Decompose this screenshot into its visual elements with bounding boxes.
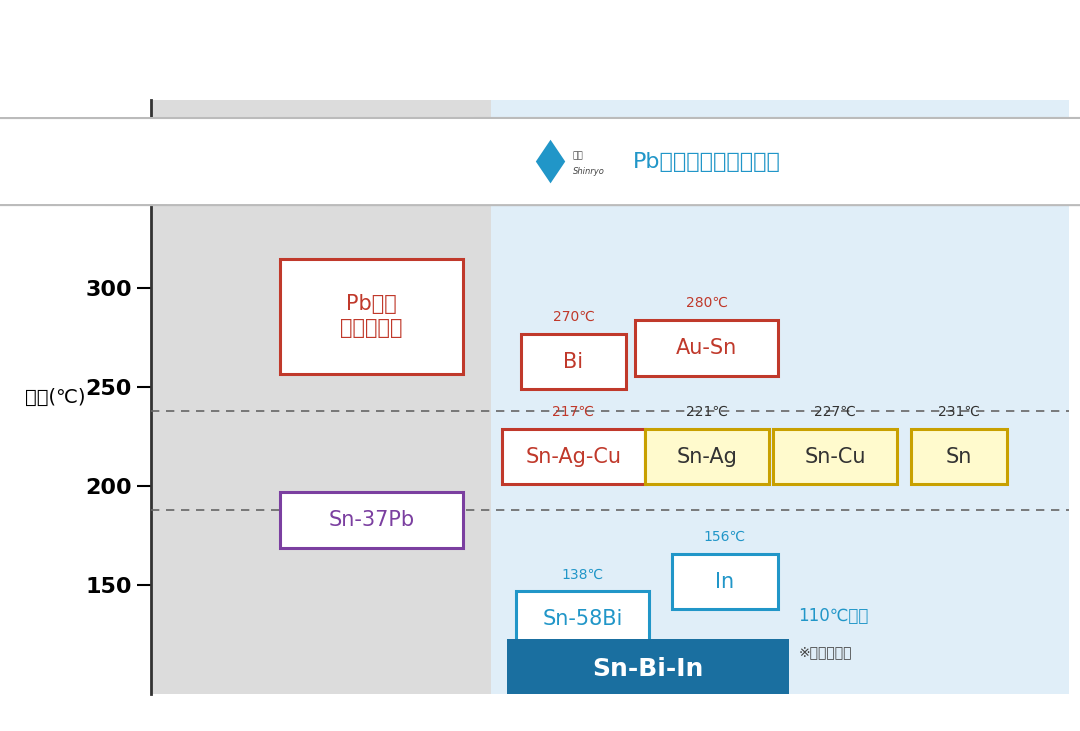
FancyBboxPatch shape	[0, 118, 1080, 205]
Bar	[502, 429, 645, 485]
Text: Pb含有
高温はんだ: Pb含有 高温はんだ	[340, 294, 403, 338]
Text: 新菱: 新菱	[572, 151, 583, 160]
Text: 融点(℃): 融点(℃)	[25, 388, 85, 406]
Text: 138℃: 138℃	[562, 567, 604, 582]
Polygon shape	[536, 140, 565, 183]
Bar	[910, 429, 1008, 485]
Bar	[635, 320, 778, 376]
Text: 227℃: 227℃	[814, 405, 856, 419]
Text: Sn-Cu: Sn-Cu	[805, 447, 866, 466]
Text: Sn: Sn	[946, 447, 972, 466]
Text: 110℃以下: 110℃以下	[798, 607, 868, 625]
Text: 280℃: 280℃	[686, 296, 728, 310]
Text: Pbフリーはんだめっき技術: Pbフリーはんだめっき技術	[350, 26, 730, 71]
Bar	[151, 100, 490, 694]
Text: Bi: Bi	[564, 352, 583, 371]
Text: Sn-Ag-Cu: Sn-Ag-Cu	[526, 447, 621, 466]
Text: Sn-58Bi: Sn-58Bi	[542, 609, 623, 629]
Bar	[516, 591, 649, 647]
Text: 270℃: 270℃	[553, 310, 594, 324]
Text: In: In	[715, 572, 734, 591]
Text: Shinryo: Shinryo	[572, 167, 605, 176]
Bar	[280, 493, 463, 548]
Text: Sn-37Pb: Sn-37Pb	[328, 510, 415, 530]
Text: 221℃: 221℃	[686, 405, 728, 419]
Bar	[508, 639, 789, 698]
Text: Sn-Bi-In: Sn-Bi-In	[593, 656, 704, 681]
Text: ※特許出願中: ※特許出願中	[798, 645, 852, 659]
Bar	[280, 259, 463, 374]
Text: 217℃: 217℃	[553, 405, 594, 419]
Text: Pbフリーはんだめっき: Pbフリーはんだめっき	[633, 151, 781, 172]
Text: Pb含有: Pb含有	[296, 126, 347, 145]
Bar	[672, 554, 778, 609]
Bar	[773, 429, 897, 485]
Text: 156℃: 156℃	[704, 530, 746, 544]
Text: Au-Sn: Au-Sn	[676, 338, 738, 357]
Bar	[490, 100, 1069, 694]
Text: Sn-Ag: Sn-Ag	[676, 447, 737, 466]
Text: 231℃: 231℃	[939, 405, 980, 419]
Bar	[645, 429, 769, 485]
Bar	[521, 334, 626, 390]
